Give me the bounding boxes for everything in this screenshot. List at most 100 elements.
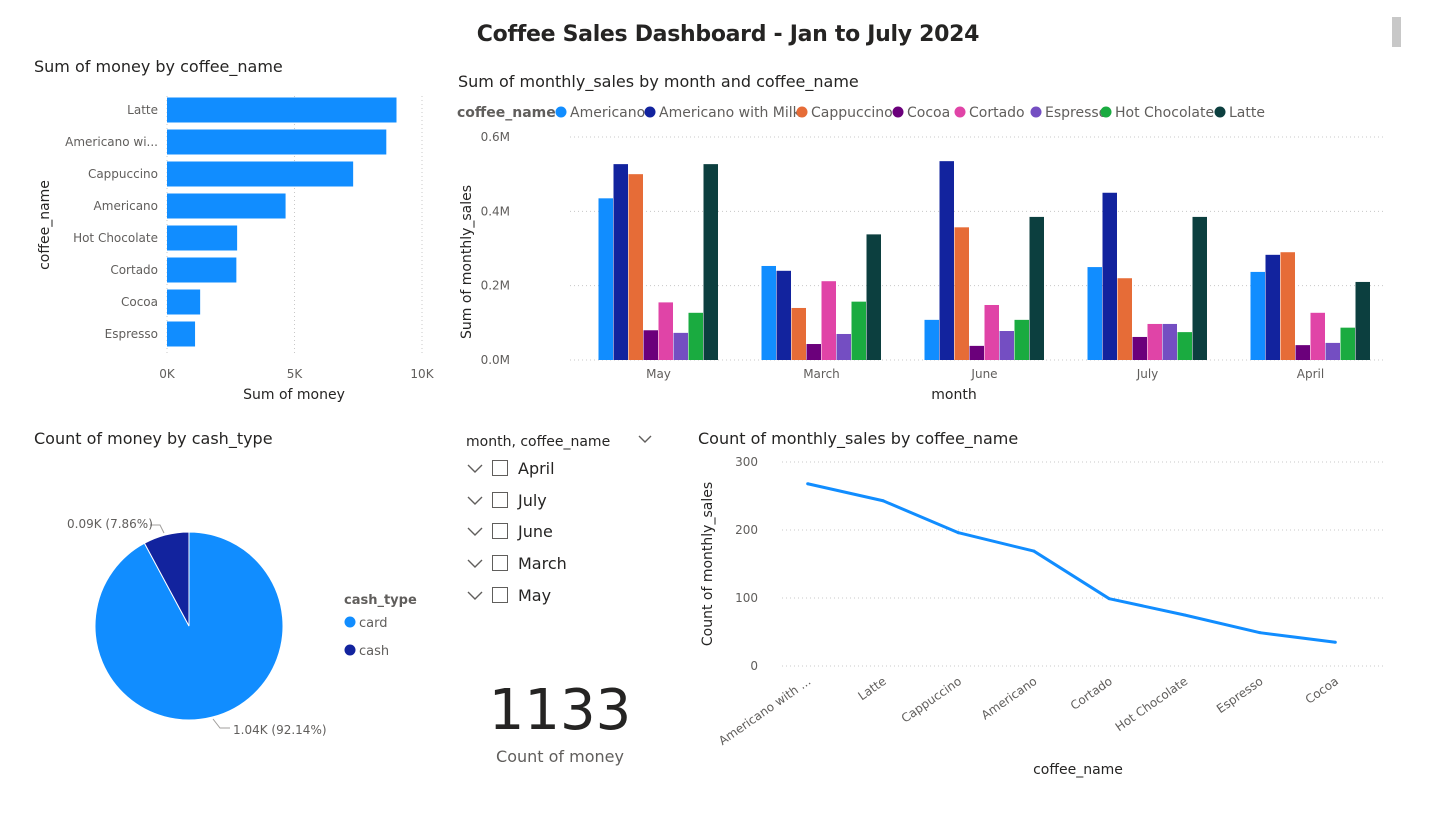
legend-label-americano-with-milk: Americano with Milk [659, 105, 802, 121]
x-tick-label: June [970, 367, 997, 381]
legend-marker-hot-chocolate [1100, 106, 1112, 118]
slicer-item-june[interactable]: June [466, 518, 666, 544]
column-march-cocoa [806, 344, 821, 360]
bar-cappuccino [167, 161, 354, 187]
column-june-espresso [999, 331, 1014, 360]
category-label: Espresso [105, 327, 158, 341]
chevron-down-icon[interactable] [638, 434, 652, 444]
pie-chart[interactable]: 1.04K (92.14%) 0.09K (7.86%) cash_typecard… [30, 450, 450, 760]
x-tick-label: 0K [159, 367, 176, 381]
slicer-header-label: month, coffee_name [466, 434, 611, 450]
line-point [956, 531, 960, 535]
column-march-hot-chocolate [851, 301, 866, 360]
x-tick-label: May [646, 367, 671, 381]
line-chart[interactable]: 0 100 200 300 Americano with ... Latte Cappucc… [690, 450, 1400, 790]
column-may-americano [598, 198, 613, 360]
slicer-item-label: July [518, 490, 547, 510]
bar-latte [167, 97, 397, 123]
y-tick-label: 0.6M [481, 130, 510, 144]
checkbox[interactable] [492, 587, 508, 603]
column-june-hot-chocolate [1014, 319, 1029, 360]
column-chart-title: Sum of monthly_sales by month and coffee… [458, 72, 859, 91]
slicer-item-july[interactable]: July [466, 487, 666, 513]
y-tick-label: 200 [735, 523, 758, 537]
checkbox[interactable] [492, 523, 508, 539]
column-may-cortado [658, 302, 673, 360]
line-point [806, 482, 810, 486]
slicer-item-label: April [518, 458, 555, 478]
line-series [807, 482, 1336, 644]
column-july-cocoa [1132, 336, 1147, 360]
x-tick-label: Cortado [1068, 674, 1115, 713]
category-label: Cortado [110, 263, 158, 277]
y-tick-label: 300 [735, 455, 758, 469]
legend-marker-espresso [1030, 106, 1042, 118]
bar-hot-chocolate [167, 225, 238, 251]
bar-americano-wi [167, 129, 387, 155]
chevron-down-icon[interactable] [466, 586, 484, 604]
line-point [1032, 549, 1036, 553]
legend-marker-cortado [954, 106, 966, 118]
column-april-americano-with-milk [1265, 254, 1280, 360]
scrollbar-thumb[interactable] [1392, 17, 1401, 47]
legend-marker-americano-with-milk [644, 106, 656, 118]
data-label-cash: 0.09K (7.86%) [67, 517, 153, 531]
checkbox[interactable] [492, 460, 508, 476]
legend-label-americano: Americano [570, 105, 645, 121]
column-june-cappuccino [954, 227, 969, 360]
column-april-cortado [1310, 312, 1325, 360]
leader-line [150, 524, 165, 534]
line-point [1183, 613, 1187, 617]
column-march-latte [866, 234, 881, 360]
chevron-down-icon[interactable] [466, 459, 484, 477]
category-label: Cappuccino [88, 167, 158, 181]
slicer-header: month, coffee_name [466, 431, 656, 451]
column-july-cappuccino [1117, 278, 1132, 360]
slicer-item-may[interactable]: May [466, 582, 666, 608]
bar-cortado [167, 257, 237, 283]
category-label: Americano [94, 199, 158, 213]
x-tick-label: Americano [979, 674, 1040, 722]
slicer-item-april[interactable]: April [466, 455, 666, 481]
column-march-espresso [836, 333, 851, 360]
legend-label-cortado: Cortado [969, 105, 1025, 121]
legend-label-card: card [359, 616, 387, 631]
slicer-item-label: May [518, 585, 552, 605]
chevron-down-icon[interactable] [466, 491, 484, 509]
bar-chart[interactable]: 0K 5K 10K Latte Americano wi... Cappuccino Ame… [30, 88, 450, 408]
x-tick-label: Cappuccino [899, 674, 964, 726]
data-label-card: 1.04K (92.14%) [233, 723, 327, 737]
y-tick-label: 0.0M [481, 353, 510, 367]
y-tick-label: 0.4M [481, 204, 510, 218]
checkbox[interactable] [492, 492, 508, 508]
category-label: Americano wi... [65, 135, 158, 149]
column-chart[interactable]: coffee_name Americano Americano with Milk C… [450, 96, 1400, 408]
legend-title: cash_type [344, 593, 417, 608]
y-tick-label: 100 [735, 591, 758, 605]
column-june-cocoa [969, 345, 984, 360]
slicer-item-label: March [518, 553, 567, 573]
x-axis-title: Sum of money [243, 387, 345, 403]
legend-marker-cocoa [892, 106, 904, 118]
y-axis-title: coffee_name [37, 180, 53, 270]
column-july-cortado [1147, 323, 1162, 360]
dashboard-title: Coffee Sales Dashboard - Jan to July 202… [476, 22, 980, 47]
chevron-down-icon[interactable] [466, 554, 484, 572]
bar-cocoa [167, 289, 201, 315]
legend-marker-cappuccino [796, 106, 808, 118]
legend-label-cappuccino: Cappuccino [811, 105, 893, 121]
line-point [1107, 597, 1111, 601]
line-chart-title: Count of monthly_sales by coffee_name [698, 429, 1019, 448]
legend-label-cocoa: Cocoa [907, 105, 950, 121]
legend-label-espresso: Espresso [1045, 105, 1107, 121]
slicer-item-march[interactable]: March [466, 550, 666, 576]
kpi-card-label: Count of money [496, 747, 624, 766]
chevron-down-icon[interactable] [466, 522, 484, 540]
column-july-americano [1087, 267, 1102, 360]
column-june-latte [1029, 216, 1044, 360]
column-june-americano [924, 319, 939, 360]
checkbox[interactable] [492, 555, 508, 571]
x-tick-label: 10K [410, 367, 434, 381]
leader-line [212, 718, 230, 729]
x-tick-label: Espresso [1214, 674, 1266, 716]
